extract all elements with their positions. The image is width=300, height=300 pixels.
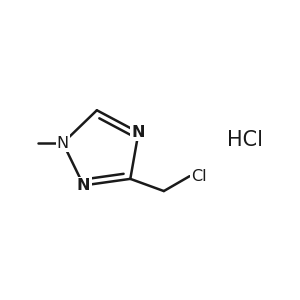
Text: N: N: [57, 136, 69, 151]
Text: N: N: [77, 178, 90, 193]
Text: Cl: Cl: [191, 169, 207, 184]
Text: N: N: [132, 125, 145, 140]
Text: HCl: HCl: [227, 130, 263, 150]
